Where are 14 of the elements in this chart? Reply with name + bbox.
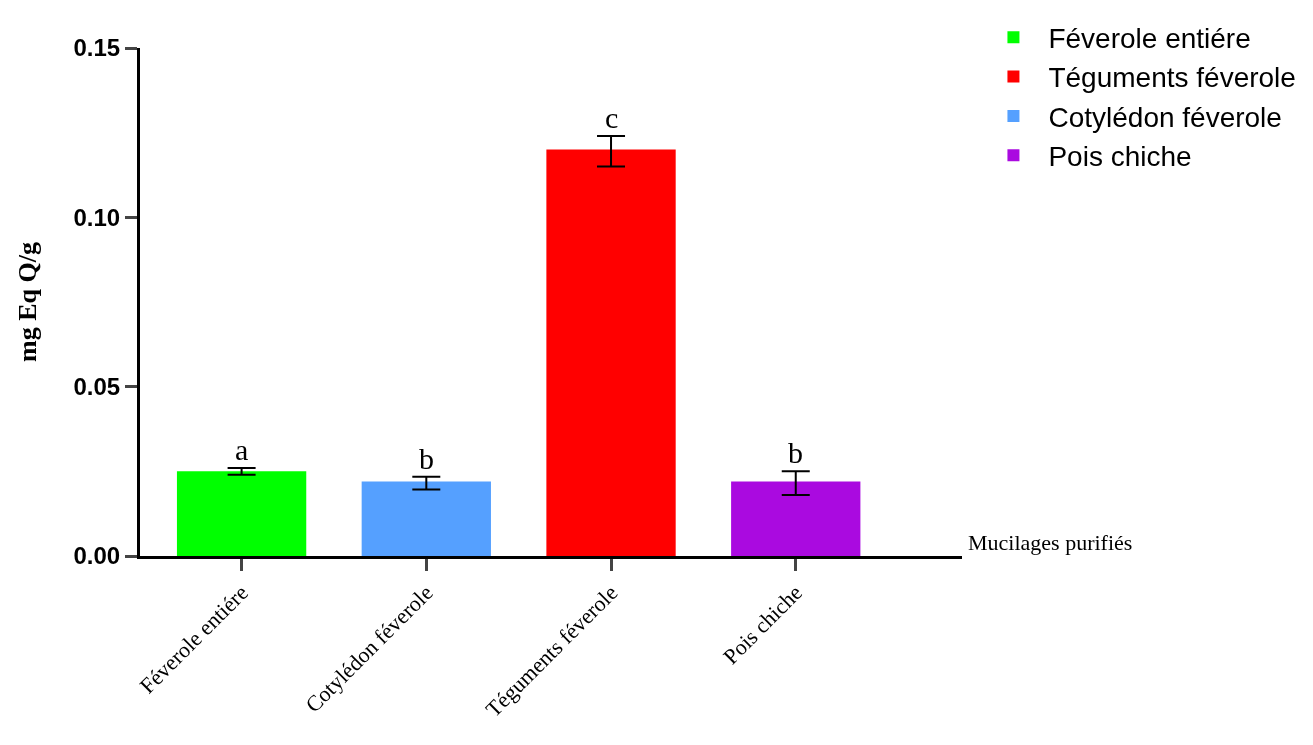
- legend-label: Féverole entiére: [1048, 23, 1251, 55]
- y-axis-title: mg Eq Q/g: [12, 242, 42, 362]
- annotation: a: [235, 433, 249, 466]
- text: Mucilages purifiés: [968, 530, 1133, 555]
- y-tick-label: 0.00: [73, 542, 121, 570]
- annotation: b: [419, 442, 434, 475]
- y-tick-label: 0.15: [73, 34, 121, 62]
- legend-label: Téguments féverole: [1048, 62, 1296, 94]
- annotation: b: [788, 436, 803, 469]
- y-tick-label: 0.05: [73, 373, 121, 401]
- annotation: c: [605, 101, 619, 134]
- y-tick-label: 0.10: [73, 203, 121, 231]
- legend-label: Pois chiche: [1048, 141, 1192, 173]
- legend-label: Cotylédon féverole: [1048, 101, 1282, 133]
